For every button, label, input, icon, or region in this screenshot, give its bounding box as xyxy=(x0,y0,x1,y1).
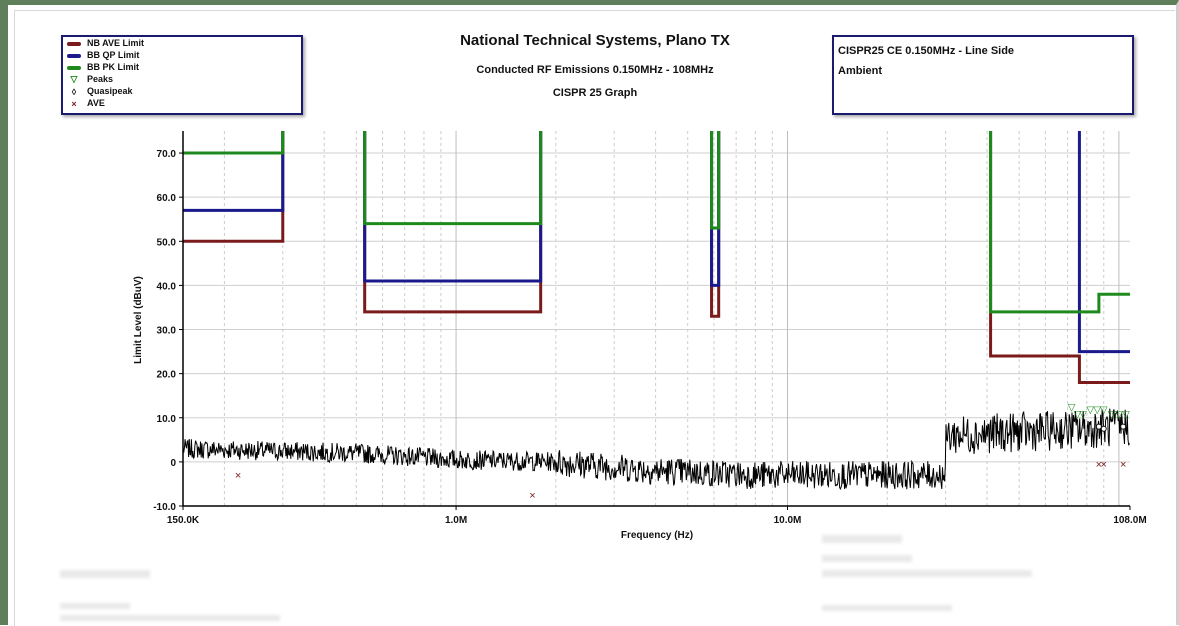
report-footer-blur xyxy=(60,603,130,609)
legend-item: NB AVE Limit xyxy=(67,38,144,50)
legend-label: AVE xyxy=(87,98,105,108)
legend-label: BB QP Limit xyxy=(87,50,140,60)
legend-label: Peaks xyxy=(87,74,114,84)
legend-label: Quasipeak xyxy=(87,86,133,96)
report-footer-blur xyxy=(822,555,912,562)
report-footer-blur xyxy=(822,605,952,611)
chart-legend: NB AVE Limit BB QP Limit BB PK Limit ▽ Peaks… xyxy=(61,35,303,115)
chart-title: National Technical Systems, Plano TX xyxy=(460,32,730,49)
chart-subtitle: Conducted RF Emissions 0.150MHz - 108MHz xyxy=(476,64,714,76)
legend-swatch xyxy=(67,41,81,46)
legend-symbol-icon: ◊ xyxy=(71,86,77,97)
chart-subtitle-2: CISPR 25 Graph xyxy=(552,87,638,99)
test-info-line-1: CISPR25 CE 0.150MHz - Line Side xyxy=(838,45,1015,57)
report-page xyxy=(14,10,1175,626)
report-footer-blur xyxy=(60,570,150,578)
legend-item: × AVE xyxy=(67,98,105,110)
legend-label: NB AVE Limit xyxy=(87,38,145,48)
legend-item: BB QP Limit xyxy=(67,50,139,62)
legend-swatch xyxy=(67,53,81,58)
legend-item: ◊ Quasipeak xyxy=(67,86,133,98)
legend-symbol-icon: ▽ xyxy=(70,74,78,85)
legend-symbol-icon: × xyxy=(71,98,77,109)
test-info-box: CISPR25 CE 0.150MHz - Line Side Ambient xyxy=(832,35,1134,115)
report-footer-blur xyxy=(822,570,1032,577)
report-footer-blur xyxy=(60,615,280,621)
test-info-line-2: Ambient xyxy=(838,65,882,77)
report-footer-blur xyxy=(822,535,902,543)
legend-item: ▽ Peaks xyxy=(67,74,114,86)
legend-item: BB PK Limit xyxy=(67,62,139,74)
legend-swatch xyxy=(67,65,81,70)
legend-label: BB PK Limit xyxy=(87,62,140,72)
